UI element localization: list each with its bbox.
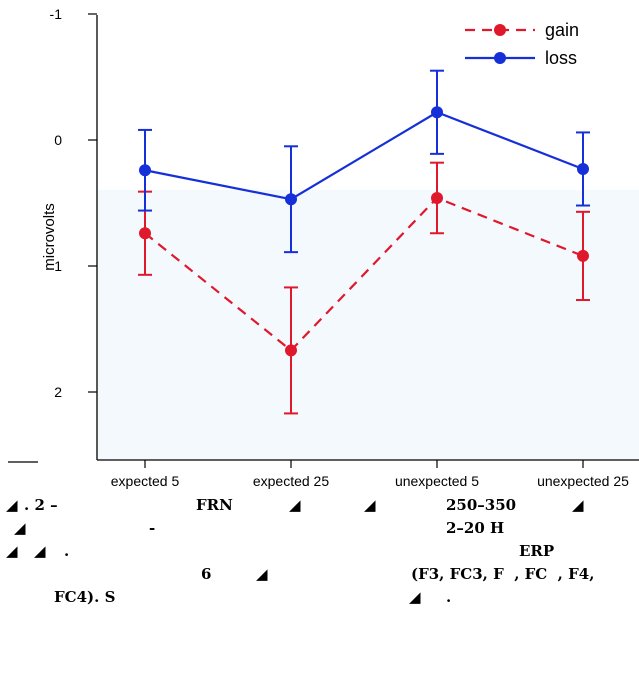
caption-fragment: . 2 – — [24, 496, 58, 514]
caption-fragment: . — [64, 542, 70, 560]
series-line — [144, 111, 584, 201]
y-tick-label: 2 — [54, 384, 62, 400]
caption-icon: ◢ — [14, 519, 26, 537]
x-tick-label: unexpected 5 — [395, 473, 479, 489]
caption-line-1: ◢ . 2 – FRN ◢ ◢ 250–350 ◢ — [6, 496, 584, 518]
data-point — [431, 106, 443, 119]
axes — [8, 15, 639, 463]
caption-fragment: FRN — [196, 496, 233, 514]
caption-icon: ◢ — [6, 542, 18, 560]
x-tick-label: expected 25 — [253, 473, 329, 489]
legend-label: gain — [545, 20, 579, 40]
caption-line-5: FC4). S ◢ . — [6, 588, 451, 610]
data-point — [577, 162, 589, 175]
legend: gain loss — [465, 20, 579, 68]
series-line — [144, 196, 584, 352]
line-chart: microvolts -1 0 1 2 expected 5 expected 25 un… — [8, 6, 639, 489]
data-point — [577, 249, 589, 262]
caption-icon: ◢ — [364, 496, 376, 514]
caption-fragment: . — [446, 588, 452, 606]
caption-fragment: - — [149, 519, 156, 537]
caption-fragment: 250–350 — [446, 496, 517, 514]
caption-icon: ◢ — [6, 496, 18, 514]
caption-icon: ◢ — [409, 588, 421, 606]
caption-line-2: ◢ - 2–20 H — [6, 519, 504, 541]
x-tick-label: unexpected 25 — [537, 473, 629, 489]
data-point — [139, 227, 151, 240]
legend-marker — [494, 52, 506, 64]
legend-label: loss — [545, 48, 577, 68]
caption-fragment: 6 — [201, 565, 212, 583]
y-tick-label: -1 — [50, 6, 63, 22]
y-ticks: -1 0 1 2 — [50, 6, 97, 400]
caption-icon: ◢ — [34, 542, 46, 560]
legend-marker — [494, 24, 506, 36]
data-point — [431, 191, 443, 204]
caption-fragment: 2–20 H — [446, 519, 505, 537]
x-ticks: expected 5 expected 25 unexpected 5 unexpec… — [111, 460, 629, 489]
caption-fragment: FC4). S — [54, 588, 116, 606]
y-tick-label: 1 — [54, 258, 62, 274]
caption-line-4: 6 ◢ (F3, FC3, F , FC , F4, — [6, 565, 594, 587]
caption-icon: ◢ — [572, 496, 584, 514]
data-point — [285, 344, 297, 357]
caption-line-3: ◢ ◢ . ERP — [6, 542, 554, 564]
series-gain — [138, 161, 590, 415]
y-axis-label: microvolts — [41, 203, 58, 271]
caption-icon: ◢ — [289, 496, 301, 514]
caption-icon: ◢ — [256, 565, 268, 583]
y-tick-label: 0 — [54, 132, 62, 148]
caption-fragment: ERP — [519, 542, 555, 560]
caption-fragment: (F3, FC3, F , FC , F4, — [411, 565, 595, 583]
x-tick-label: expected 5 — [111, 473, 180, 489]
plot-background — [97, 190, 639, 460]
data-point — [285, 193, 297, 206]
series-loss — [138, 69, 590, 254]
series-layer — [138, 69, 590, 415]
data-point — [139, 164, 151, 177]
